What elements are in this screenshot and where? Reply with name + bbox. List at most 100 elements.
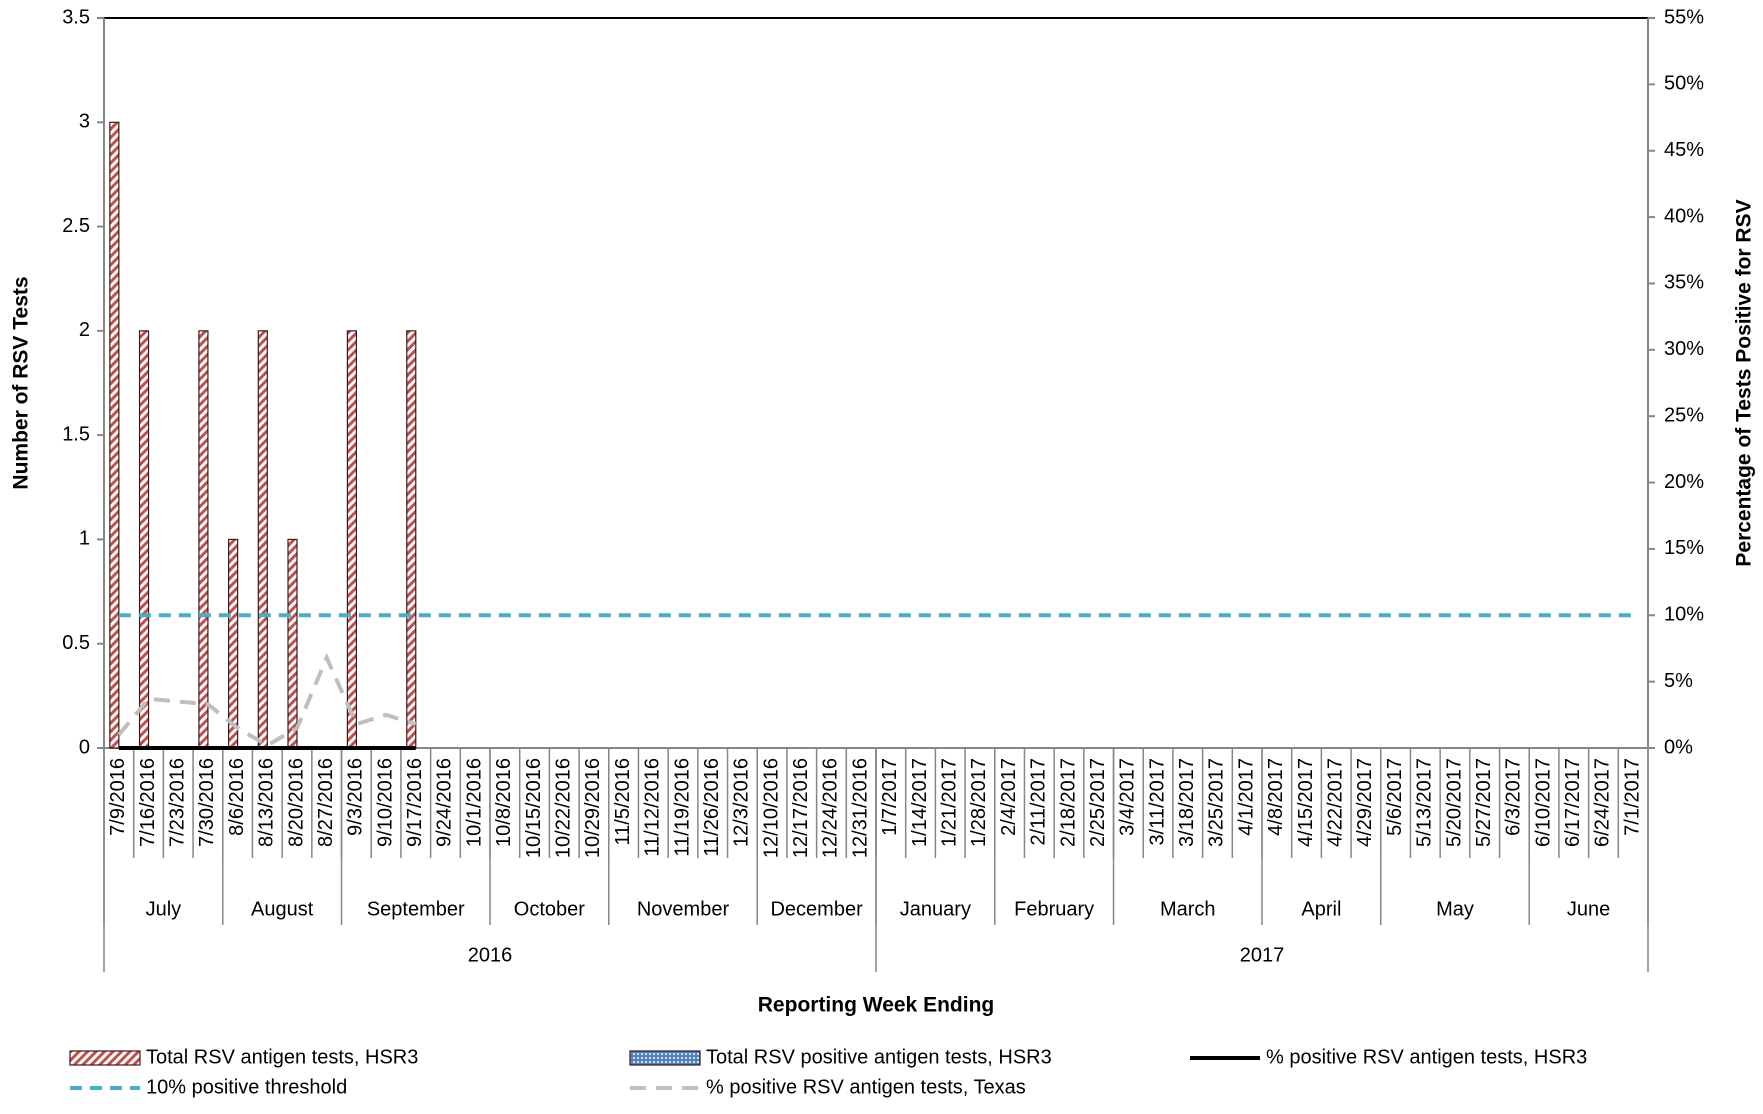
y2-tick-label: 10%: [1664, 604, 1704, 626]
group-label: 2016: [468, 944, 513, 966]
x-tick-label: 9/17/2016: [404, 758, 426, 847]
x-tick-label: 4/15/2017: [1295, 758, 1317, 847]
y-axis-title: Number of RSV Tests: [10, 276, 33, 489]
y-tick-label: 0: [79, 736, 90, 758]
x-tick-label: 8/13/2016: [256, 758, 278, 847]
group-label: June: [1567, 898, 1610, 920]
x-tick-label: 9/3/2016: [345, 758, 367, 836]
x-tick-label: 4/22/2017: [1325, 758, 1347, 847]
y2-tick-label: 25%: [1664, 404, 1704, 426]
bar: [198, 330, 209, 749]
x-tick-label: 1/28/2017: [968, 758, 990, 847]
x-tick-label: 10/22/2016: [553, 758, 575, 858]
y-tick-label: 3.5: [62, 6, 90, 28]
y-tick-label: 2.5: [62, 215, 90, 237]
x-tick-label: 6/10/2017: [1532, 758, 1554, 847]
y2-axis-title: Percentage of Tests Positive for RSV: [1733, 199, 1756, 566]
x-tick-label: 3/25/2017: [1206, 758, 1228, 847]
y-tick-label: 1.5: [62, 423, 90, 445]
x-tick-label: 11/26/2016: [701, 758, 723, 857]
x-tick-label: 7/23/2016: [167, 758, 189, 847]
x-tick-label: 8/6/2016: [226, 758, 248, 836]
x-tick-label: 12/3/2016: [731, 758, 753, 847]
group-label: October: [514, 898, 585, 920]
x-tick-label: 4/8/2017: [1265, 758, 1287, 836]
x-tick-label: 3/4/2017: [1117, 758, 1139, 836]
x-tick-label: 2/25/2017: [1087, 758, 1109, 847]
y2-tick-label: 50%: [1664, 73, 1704, 95]
y2-tick-label: 45%: [1664, 139, 1704, 161]
x-tick-label: 5/6/2017: [1384, 758, 1406, 836]
x-tick-label: 8/27/2016: [315, 758, 337, 847]
x-tick-label: 11/12/2016: [642, 758, 664, 857]
x-tick-label: 9/24/2016: [434, 758, 456, 847]
group-label: November: [637, 898, 730, 920]
y2-tick-label: 35%: [1664, 272, 1704, 294]
x-tick-label: 12/17/2016: [790, 758, 812, 858]
group-label: December: [770, 898, 863, 920]
x-tick-label: 5/20/2017: [1443, 758, 1465, 847]
group-label: April: [1301, 898, 1341, 920]
y2-tick-label: 0%: [1664, 736, 1693, 758]
y-tick-label: 3: [79, 111, 90, 133]
x-tick-label: 10/29/2016: [582, 758, 604, 858]
x-tick-label: 2/4/2017: [998, 758, 1020, 836]
x-tick-label: 6/24/2017: [1592, 758, 1614, 847]
bar: [257, 330, 268, 749]
x-tick-label: 1/7/2017: [879, 758, 901, 836]
x-tick-label: 12/24/2016: [820, 758, 842, 858]
x-axis-title: Reporting Week Ending: [758, 994, 994, 1017]
group-label: September: [367, 898, 465, 920]
group-label: 2017: [1240, 944, 1285, 966]
group-label: July: [146, 898, 182, 920]
legend-label: Total RSV antigen tests, HSR3: [146, 1046, 418, 1068]
group-label: May: [1436, 898, 1474, 920]
x-tick-label: 7/1/2017: [1621, 758, 1643, 836]
x-tick-label: 12/10/2016: [760, 758, 782, 858]
y2-tick-label: 30%: [1664, 338, 1704, 360]
x-tick-label: 9/10/2016: [374, 758, 396, 847]
x-tick-label: 2/11/2017: [1028, 758, 1050, 846]
x-tick-label: 3/11/2017: [1146, 758, 1168, 846]
bar: [109, 121, 120, 749]
group-label: February: [1014, 898, 1094, 920]
bar: [406, 330, 417, 749]
y2-tick-label: 15%: [1664, 537, 1704, 559]
y-tick-label: 2: [79, 319, 90, 341]
y-tick-label: 1: [79, 528, 90, 550]
legend-label: % positive RSV antigen tests, HSR3: [1266, 1046, 1587, 1068]
group-label: January: [900, 898, 971, 920]
x-tick-label: 7/16/2016: [137, 758, 159, 847]
y2-tick-label: 5%: [1664, 670, 1693, 692]
legend-label: % positive RSV antigen tests, Texas: [706, 1076, 1026, 1098]
y2-tick-label: 40%: [1664, 205, 1704, 227]
bar: [138, 330, 150, 749]
legend-swatch: [629, 1050, 701, 1066]
bar: [287, 538, 298, 749]
x-tick-label: 10/8/2016: [493, 758, 515, 847]
x-tick-label: 5/13/2017: [1414, 758, 1436, 847]
group-label: March: [1160, 898, 1216, 920]
x-tick-label: 12/31/2016: [849, 758, 871, 858]
y2-tick-label: 55%: [1664, 6, 1704, 28]
x-tick-label: 6/3/2017: [1503, 758, 1525, 836]
y2-tick-label: 20%: [1664, 471, 1704, 493]
x-tick-label: 11/19/2016: [671, 758, 693, 857]
x-tick-label: 10/1/2016: [463, 758, 485, 847]
x-tick-label: 4/29/2017: [1354, 758, 1376, 847]
x-tick-label: 6/17/2017: [1562, 758, 1584, 847]
x-tick-label: 1/14/2017: [909, 758, 931, 847]
legend-label: Total RSV positive antigen tests, HSR3: [706, 1046, 1052, 1068]
x-tick-label: 7/9/2016: [107, 758, 129, 836]
x-tick-label: 4/1/2017: [1235, 758, 1257, 836]
x-tick-label: 11/5/2016: [612, 758, 634, 846]
x-tick-label: 8/20/2016: [285, 758, 307, 847]
bar: [228, 538, 239, 749]
x-tick-label: 2/18/2017: [1057, 758, 1079, 847]
x-tick-label: 1/21/2017: [939, 758, 961, 847]
group-label: August: [251, 898, 314, 920]
x-tick-label: 3/18/2017: [1176, 758, 1198, 847]
legend-label: 10% positive threshold: [146, 1076, 347, 1098]
y-tick-label: 0.5: [62, 632, 90, 654]
